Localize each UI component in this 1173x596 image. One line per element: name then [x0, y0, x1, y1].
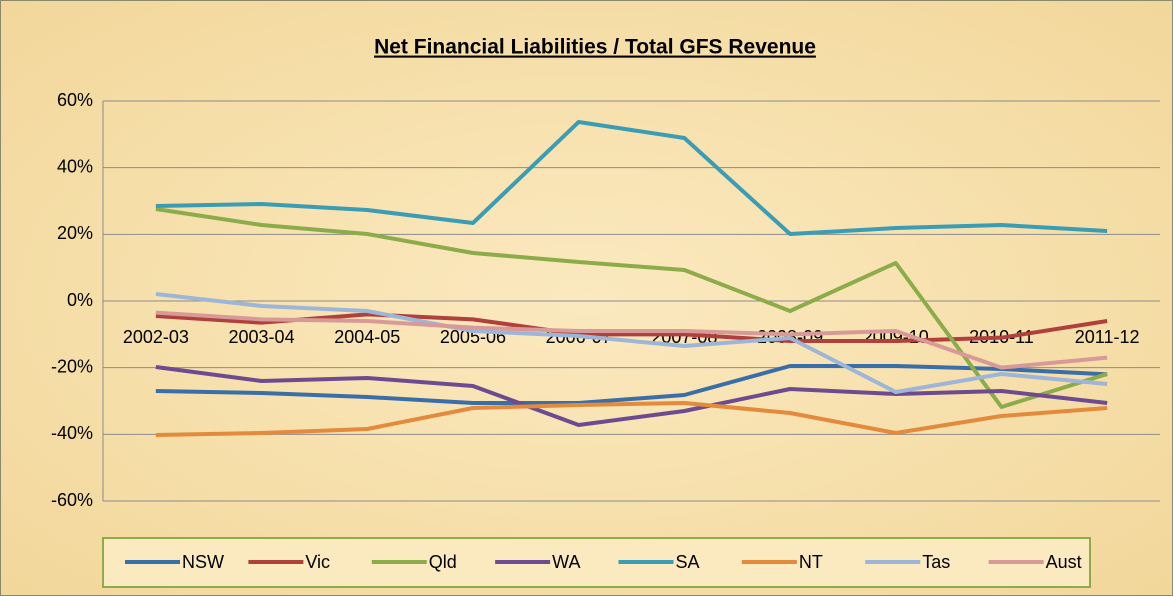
series-line: [155, 365, 1108, 427]
y-tick-label: -20%: [51, 356, 93, 376]
legend-label: NSW: [182, 552, 224, 572]
series-line: [155, 292, 1108, 394]
chart-title: Net Financial Liabilities / Total GFS Re…: [374, 36, 816, 59]
legend-label: Vic: [305, 552, 330, 572]
x-tick-label: 2002-03: [123, 327, 189, 347]
y-tick-label: 0%: [67, 290, 93, 310]
x-tick-label: 2003-04: [229, 327, 295, 347]
y-tick-label: 40%: [57, 156, 93, 176]
legend-label: Aust: [1046, 552, 1082, 572]
legend: NSW Vic Qld WA SA NT Tas Aust: [125, 552, 1082, 572]
series-line: [155, 364, 1108, 405]
series-line: [155, 207, 1108, 409]
plot: [155, 120, 1108, 437]
series-line: [155, 401, 1108, 437]
series-line: [155, 310, 1108, 370]
series-line: [155, 120, 1108, 236]
legend-label: NT: [799, 552, 823, 572]
legend-label: Tas: [922, 552, 950, 572]
y-tick-label: 60%: [57, 90, 93, 110]
x-tick-label: 2011-12: [1075, 327, 1140, 347]
legend-label: Qld: [429, 552, 457, 572]
y-tick-label: -60%: [51, 490, 93, 510]
y-tick-label: 20%: [57, 223, 93, 243]
legend-label: WA: [552, 552, 580, 572]
x-tick-label: 2004-05: [334, 327, 400, 347]
legend-label: SA: [676, 552, 700, 572]
y-tick-label: -40%: [51, 423, 93, 443]
